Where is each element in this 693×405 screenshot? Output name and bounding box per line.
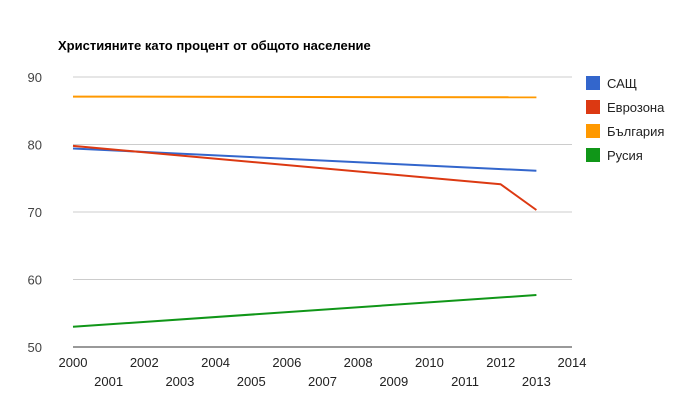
- x-axis-ticks: 2000 2002 2004 2006 2008 2010 2012 2014 2001 2003…: [59, 355, 587, 389]
- legend-swatch: [586, 76, 600, 90]
- x-tick-label: 2003: [165, 374, 194, 389]
- legend-label: Русия: [607, 148, 643, 163]
- legend-label: Еврозона: [607, 100, 665, 115]
- x-tick-label: 2008: [344, 355, 373, 370]
- y-tick-label: 70: [28, 205, 42, 220]
- x-tick-label: 2002: [130, 355, 159, 370]
- series-line: [72, 95, 537, 99]
- legend: САЩ Еврозона България Русия: [586, 76, 665, 163]
- x-tick-label: 2001: [94, 374, 123, 389]
- x-tick-label: 2009: [379, 374, 408, 389]
- legend-swatch: [586, 100, 600, 114]
- y-tick-label: 90: [28, 70, 42, 85]
- chart-title: Християните като процент от общото насел…: [58, 38, 371, 53]
- series-line: [72, 144, 537, 211]
- x-tick-label: 2007: [308, 374, 337, 389]
- x-tick-label: 2013: [522, 374, 551, 389]
- x-tick-label: 2004: [201, 355, 230, 370]
- x-tick-label: 2010: [415, 355, 444, 370]
- y-tick-label: 80: [28, 138, 42, 153]
- x-tick-label: 2005: [237, 374, 266, 389]
- x-tick-label: 2006: [272, 355, 301, 370]
- y-axis-ticks: 50 60 70 80 90: [28, 70, 42, 355]
- y-tick-label: 50: [28, 340, 42, 355]
- y-tick-label: 60: [28, 273, 42, 288]
- series-lines: [72, 95, 537, 328]
- gridlines: [73, 76, 572, 348]
- x-tick-label: 2014: [558, 355, 587, 370]
- legend-label: САЩ: [607, 76, 637, 91]
- x-tick-label: 2011: [451, 374, 479, 389]
- legend-label: България: [607, 124, 664, 139]
- series-line: [72, 294, 537, 328]
- legend-swatch: [586, 148, 600, 162]
- x-tick-label: 2012: [486, 355, 515, 370]
- legend-swatch: [586, 124, 600, 138]
- x-tick-label: 2000: [59, 355, 88, 370]
